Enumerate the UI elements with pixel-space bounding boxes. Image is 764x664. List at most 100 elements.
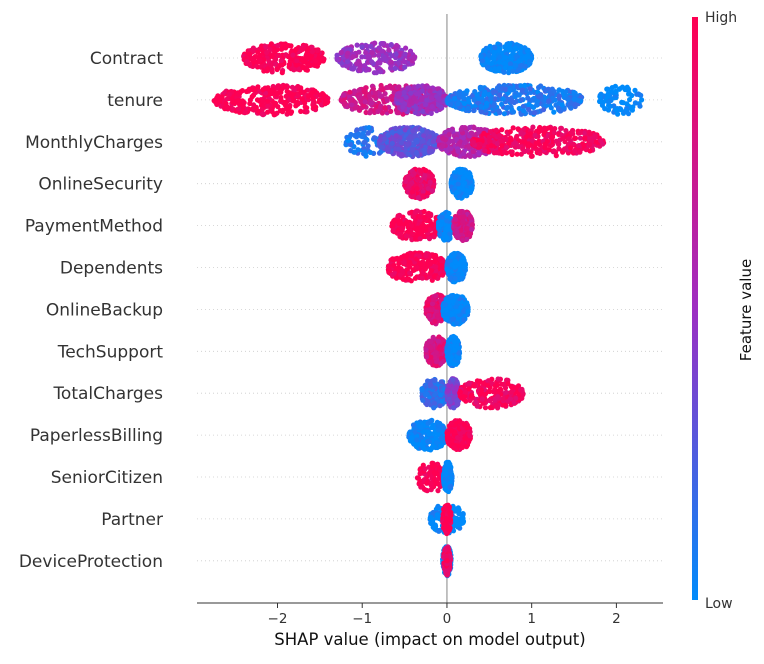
shap-dot — [277, 63, 282, 68]
shap-dot — [437, 256, 442, 261]
shap-dot — [510, 149, 515, 154]
shap-dot — [624, 108, 629, 113]
shap-dot — [528, 86, 533, 91]
shap-dot — [273, 57, 278, 62]
shap-dot — [502, 111, 507, 116]
shap-dot — [530, 154, 535, 159]
shap-dot — [403, 254, 408, 259]
shap-dot — [494, 128, 499, 133]
shap-dot — [497, 133, 502, 138]
shap-dot — [484, 101, 489, 106]
shap-dot — [350, 54, 355, 59]
shap-dot — [311, 95, 316, 100]
shap-dot — [505, 97, 510, 102]
shap-dot — [537, 129, 542, 134]
shap-dot — [562, 146, 567, 151]
shap-dot — [461, 214, 466, 219]
shap-dot — [376, 53, 381, 58]
shap-dot — [310, 45, 315, 50]
shap-dot — [254, 105, 259, 110]
shap-dot — [409, 223, 414, 228]
shap-dot — [491, 56, 496, 61]
shap-dot — [439, 104, 444, 109]
shap-dot — [409, 253, 414, 258]
shap-dot — [556, 88, 561, 93]
shap-dot — [455, 101, 460, 106]
shap-dot — [489, 143, 494, 148]
shap-dot — [546, 98, 551, 103]
shap-dot — [410, 147, 415, 152]
shap-dot — [630, 104, 635, 109]
shap-dot — [497, 66, 502, 71]
shap-dot — [357, 108, 362, 113]
shap-dot — [280, 109, 285, 114]
shap-dot — [407, 270, 412, 275]
shap-dot — [471, 149, 476, 154]
shap-dot — [454, 136, 459, 141]
shap-dot — [290, 53, 295, 58]
shap-dot — [411, 214, 416, 219]
shap-dot — [497, 93, 502, 98]
shap-dot — [264, 50, 269, 55]
shap-dot — [456, 181, 461, 186]
shap-dot — [461, 182, 466, 187]
shap-dot — [577, 150, 582, 155]
shap-dot — [390, 141, 395, 146]
shap-dot — [455, 233, 460, 238]
shap-dot — [430, 149, 435, 154]
shap-dot — [503, 65, 508, 70]
shap-dot — [563, 89, 568, 94]
shap-dot — [272, 112, 277, 117]
shap-dot — [418, 169, 423, 174]
shap-dot — [442, 231, 447, 236]
shap-dot — [371, 86, 376, 91]
shap-dot — [415, 209, 420, 214]
shap-dot — [469, 227, 474, 232]
shap-dot — [268, 63, 273, 68]
shap-dot — [391, 228, 396, 233]
shap-dot — [411, 194, 416, 199]
shap-dot — [406, 175, 411, 180]
shap-dot — [247, 87, 252, 92]
shap-dot — [396, 61, 401, 66]
shap-dot — [263, 44, 268, 49]
shap-dot — [261, 68, 266, 73]
shap-dot — [440, 273, 445, 278]
shap-dot — [380, 48, 385, 53]
shap-dot — [464, 88, 469, 93]
shap-dot — [522, 139, 527, 144]
shap-dot — [311, 101, 316, 106]
shap-dot — [423, 253, 428, 258]
shap-dot — [283, 84, 288, 89]
shap-dot — [416, 195, 421, 200]
shap-dot — [291, 98, 296, 103]
shap-dot — [386, 133, 391, 138]
shap-dot — [501, 70, 506, 75]
shap-dot — [427, 88, 432, 93]
shap-dot — [538, 83, 543, 88]
shap-dot — [515, 152, 520, 157]
shap-dot — [573, 102, 578, 107]
shap-dot — [348, 98, 353, 103]
shap-dot — [605, 87, 610, 92]
shap-dot — [492, 45, 497, 50]
shap-dot — [268, 90, 273, 95]
shap-dot — [525, 53, 530, 58]
shap-dot — [517, 58, 522, 63]
shap-dot — [427, 236, 432, 241]
shap-dot — [396, 94, 401, 99]
shap-dot — [428, 180, 433, 185]
shap-dot — [411, 55, 416, 60]
shap-dot — [302, 60, 307, 65]
shap-dot — [428, 261, 433, 266]
shap-dot — [456, 252, 461, 257]
shap-dot — [347, 90, 352, 95]
shap-dot — [478, 104, 483, 109]
shap-dot — [283, 52, 288, 57]
shap-dot — [422, 147, 427, 152]
shap-dot — [497, 55, 502, 60]
shap-dot — [402, 52, 407, 57]
shap-dot — [559, 126, 564, 131]
shap-dot — [363, 140, 368, 145]
shap-dot — [459, 127, 464, 132]
